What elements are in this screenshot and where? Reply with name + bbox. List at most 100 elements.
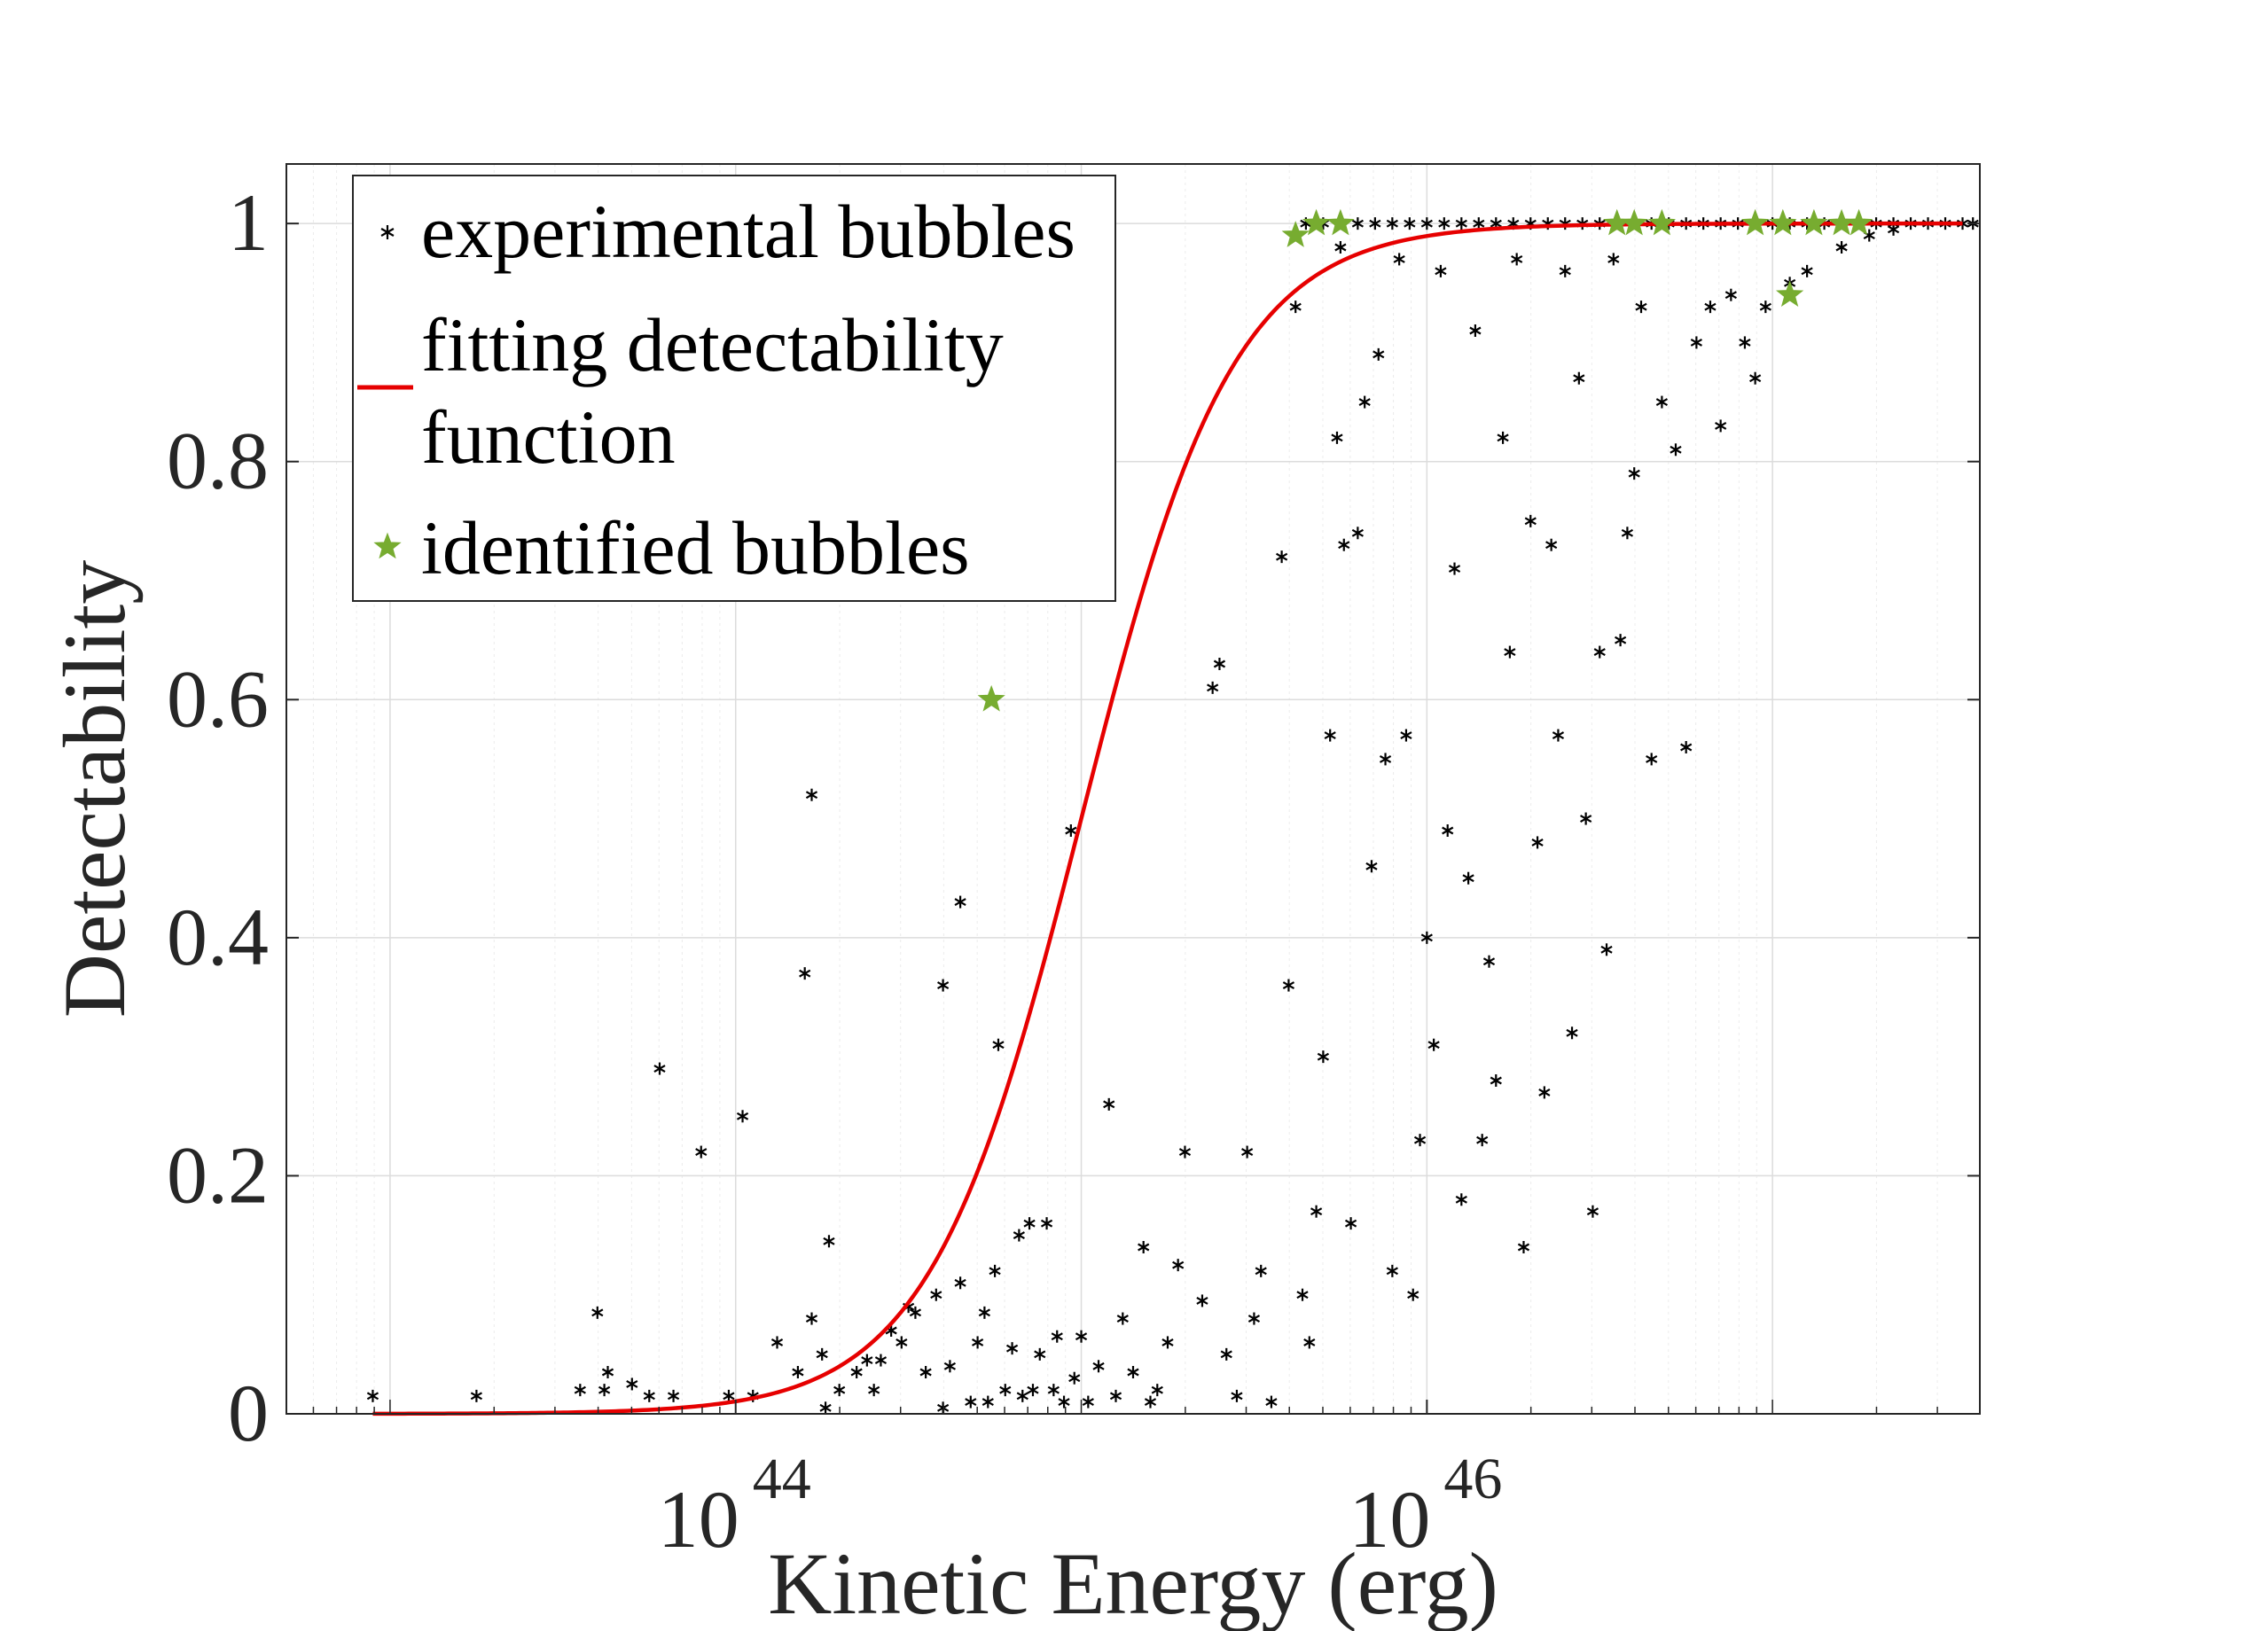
experimental-bubble-point [1749, 371, 1762, 385]
asterisk-stroke [792, 1368, 804, 1377]
experimental-bubble-point [1473, 217, 1485, 230]
experimental-bubble-point [1379, 753, 1392, 766]
asterisk-stroke [1213, 659, 1226, 668]
plot-area [366, 208, 1979, 1416]
asterisk-stroke [626, 1379, 638, 1388]
identified-bubble-point [1620, 208, 1648, 236]
experimental-bubble-point [1393, 253, 1405, 266]
experimental-bubble-point [989, 1264, 1001, 1277]
experimental-bubble-point [470, 1389, 482, 1402]
asterisk-stroke [1448, 565, 1461, 574]
legend-fit-label-line2: function [421, 394, 676, 480]
asterisk-stroke [601, 1368, 614, 1377]
experimental-bubble-point [1151, 1384, 1163, 1397]
asterisk-stroke [1351, 528, 1364, 537]
legend-fit-label-line1: fitting detectability [421, 302, 1004, 387]
asterisk-stroke [653, 1065, 666, 1073]
asterisk-stroke [1220, 1350, 1232, 1359]
asterisk-stroke [1082, 1398, 1094, 1407]
asterisk-stroke [1393, 254, 1405, 263]
experimental-bubble-point [1220, 1347, 1232, 1361]
asterisk-stroke [1655, 398, 1668, 407]
experimental-bubble-point [1413, 1134, 1427, 1147]
asterisk-stroke [1801, 267, 1813, 276]
asterisk-stroke [1559, 267, 1571, 276]
asterisk-stroke [1289, 302, 1302, 311]
experimental-bubble-point [723, 1389, 735, 1402]
asterisk-stroke [1635, 302, 1647, 311]
asterisk-stroke [1420, 933, 1433, 942]
asterisk-stroke [954, 898, 966, 907]
asterisk-stroke [1670, 445, 1682, 454]
experimental-bubble-point [1231, 1389, 1243, 1402]
asterisk-stroke [1646, 754, 1658, 763]
asterisk-stroke [833, 1385, 846, 1394]
asterisk-stroke [1247, 1315, 1261, 1323]
experimental-bubble-point [1420, 217, 1433, 230]
identified-bubble-point [1800, 208, 1828, 236]
legend-experimental-marker [380, 225, 395, 239]
experimental-bubble-point [1607, 253, 1620, 266]
experimental-bubble-point [1334, 241, 1347, 254]
asterisk-stroke [1607, 254, 1620, 263]
experimental-bubble-point [954, 1276, 966, 1290]
experimental-bubble-point [1690, 336, 1702, 349]
experimental-bubble-point [653, 1062, 666, 1075]
x-tick-label: 10 [658, 1474, 739, 1565]
asterisk-stroke [1593, 648, 1606, 657]
asterisk-stroke [1749, 374, 1762, 383]
asterisk-stroke [1476, 1135, 1489, 1144]
asterisk-stroke [1255, 1267, 1267, 1276]
asterisk-stroke [1469, 326, 1482, 335]
experimental-bubble-point [1545, 538, 1558, 551]
experimental-bubble-point [667, 1389, 680, 1402]
experimental-bubble-point [1116, 1312, 1129, 1325]
asterisk-stroke [981, 1398, 994, 1407]
experimental-bubble-point [850, 1366, 863, 1378]
experimental-bubble-point [919, 1366, 932, 1378]
experimental-bubble-point [792, 1366, 804, 1378]
asterisk-stroke [1628, 469, 1640, 478]
asterisk-stroke [1739, 338, 1751, 347]
asterisk-stroke [1615, 636, 1627, 644]
asterisk-stroke [1690, 338, 1702, 347]
identified-bubble-point [1326, 208, 1355, 236]
x-tick-label-exponent: 44 [753, 1447, 811, 1511]
experimental-bubble-point [1455, 1193, 1467, 1206]
asterisk-stroke [1369, 219, 1381, 228]
asterisk-stroke [1103, 1100, 1115, 1109]
asterisk-stroke [1338, 541, 1350, 550]
experimental-bubble-point [992, 1038, 1005, 1051]
asterisk-stroke [930, 1291, 942, 1299]
identified-bubble-point [1741, 208, 1770, 236]
experimental-bubble-point [1956, 217, 1969, 230]
asterisk-stroke [919, 1368, 932, 1377]
asterisk-stroke [723, 1392, 735, 1401]
experimental-bubble-point [1255, 1264, 1267, 1277]
asterisk-stroke [1303, 1338, 1316, 1346]
asterisk-stroke [1282, 981, 1295, 990]
experimental-bubble-point [895, 1336, 908, 1349]
experimental-bubble-point [1144, 1395, 1157, 1409]
identified-bubble-point [1647, 208, 1677, 236]
asterisk-stroke [1351, 219, 1364, 228]
asterisk-stroke [1566, 1028, 1578, 1037]
asterisk-stroke [816, 1350, 828, 1359]
experimental-bubble-point [736, 1110, 749, 1123]
experimental-bubble-point [1448, 562, 1461, 575]
asterisk-stroke [1511, 254, 1523, 263]
asterisk-stroke [971, 1338, 984, 1346]
asterisk-stroke [799, 969, 811, 978]
asterisk-stroke [1109, 1392, 1122, 1401]
experimental-bubble-point [1635, 300, 1647, 314]
asterisk-stroke [591, 1308, 604, 1317]
asterisk-stroke [1013, 1231, 1025, 1240]
experimental-bubble-point [1646, 753, 1658, 766]
asterisk-stroke [1545, 541, 1558, 550]
asterisk-stroke [823, 1237, 835, 1245]
experimental-bubble-point [1196, 1294, 1208, 1307]
experimental-bubble-point [1282, 979, 1295, 992]
experimental-bubble-point [1103, 1097, 1115, 1111]
asterisk-stroke [667, 1392, 680, 1401]
experimental-bubble-point [1265, 1395, 1278, 1409]
